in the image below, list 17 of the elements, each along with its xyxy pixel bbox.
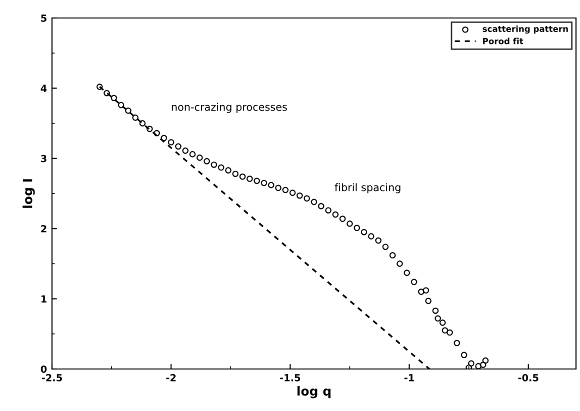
- x-axis-title: log q: [297, 386, 331, 398]
- y-tick-label: 2: [41, 225, 46, 232]
- y-tick-label: 1: [41, 295, 46, 302]
- y-tick-label: 3: [41, 154, 46, 162]
- annotation: fibril spacing: [334, 183, 400, 194]
- x-tick-label: -2.5: [42, 374, 62, 382]
- annotation: non-crazing processes: [172, 102, 287, 113]
- x-tick-label: -2: [166, 374, 176, 382]
- y-tick-label: 0: [40, 365, 47, 373]
- x-tick-label: -1.5: [280, 374, 300, 382]
- legend-label: scattering pattern: [482, 26, 568, 34]
- legend-label: Porod fit: [483, 38, 524, 44]
- y-tick-label: 5: [41, 14, 46, 22]
- x-tick-label: -1: [404, 374, 414, 382]
- x-tick-label: -0.5: [518, 374, 538, 382]
- y-tick-label: 4: [40, 84, 47, 92]
- y-axis-title: log I: [22, 179, 35, 208]
